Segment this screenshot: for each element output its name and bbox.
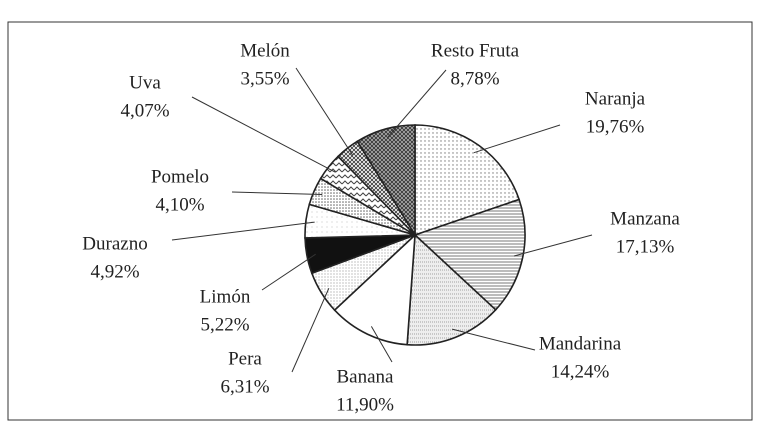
slice-label: Manzana [610, 208, 680, 229]
slice-label: Durazno [82, 233, 147, 254]
slice-value: 6,31% [220, 376, 269, 397]
slice-label: Pomelo [151, 166, 209, 187]
slice-label: Limón [200, 286, 251, 307]
leader-line [370, 326, 393, 363]
slice-label: Mandarina [539, 333, 622, 354]
slice-value: 8,78% [450, 68, 499, 89]
slice-value: 4,10% [155, 194, 204, 215]
leader-line [387, 69, 447, 138]
slice-label: Melón [240, 40, 290, 61]
leader-line [231, 191, 323, 196]
leader-line [291, 287, 330, 373]
slice-label: Resto Fruta [431, 40, 520, 61]
slice-value: 4,92% [90, 261, 139, 282]
pie-slice [406, 233, 497, 346]
leader-line [473, 124, 561, 154]
frame [7, 21, 753, 421]
slice-value: 17,13% [616, 236, 675, 257]
slice-label: Uva [129, 72, 161, 93]
leader-line [171, 221, 315, 241]
slice-value: 3,55% [240, 68, 289, 89]
leader-line [295, 67, 354, 156]
pie-slice [413, 198, 526, 311]
pie-slice [333, 233, 416, 346]
slice-value: 5,22% [200, 314, 249, 335]
slice-value: 11,90% [336, 394, 394, 415]
slice-value: 4,07% [120, 100, 169, 121]
slice-label: Naranja [585, 88, 646, 109]
leader-line [513, 234, 593, 257]
slice-value: 14,24% [551, 361, 610, 382]
slice-label: Pera [228, 348, 262, 369]
leader-line [452, 328, 536, 351]
leader-line [261, 253, 316, 291]
leader-line [191, 96, 336, 173]
slice-label: Banana [337, 366, 395, 387]
slice-value: 19,76% [586, 116, 645, 137]
pie-slice [356, 124, 416, 238]
